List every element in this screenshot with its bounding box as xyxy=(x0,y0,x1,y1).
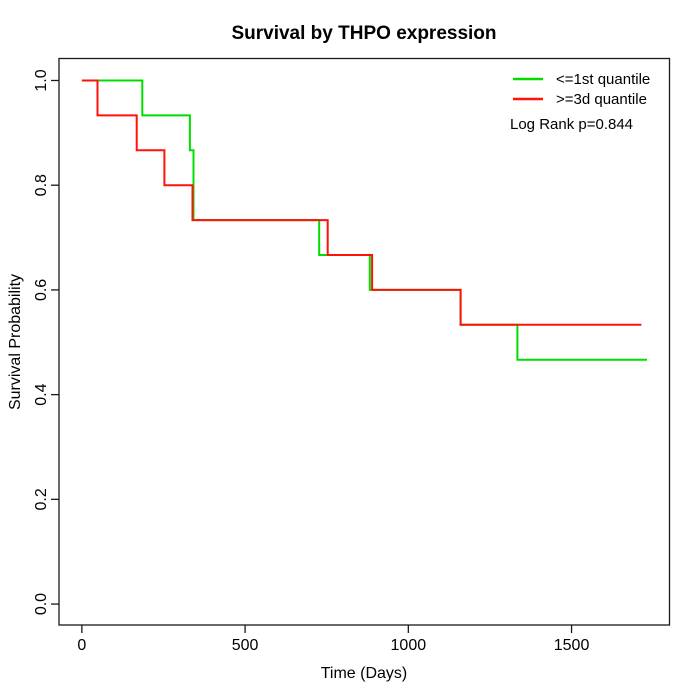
x-tick-label: 0 xyxy=(77,637,86,654)
legend-label-high: >=3d quantile xyxy=(556,91,647,108)
y-tick-label: 0.6 xyxy=(33,279,50,301)
y-axis-label: Survival Probability xyxy=(7,274,24,410)
x-tick-label: 500 xyxy=(232,637,259,654)
y-axis-ticks: 0.0 0.2 0.4 0.6 0.8 1.0 xyxy=(33,69,59,615)
y-tick-label: 0.4 xyxy=(33,383,50,405)
plot-title: Survival by THPO expression xyxy=(231,23,496,44)
x-axis-label: Time (Days) xyxy=(321,665,408,682)
plot-box xyxy=(58,57,671,626)
x-tick-label: 1500 xyxy=(554,637,590,654)
x-axis-ticks: 0 500 1000 1500 xyxy=(77,625,589,654)
legend: <=1st quantile >=3d quantile Log Rank p=… xyxy=(510,71,650,133)
log-rank-annotation: Log Rank p=0.844 xyxy=(510,116,633,133)
x-tick-label: 1000 xyxy=(391,637,427,654)
y-tick-label: 1.0 xyxy=(33,69,50,91)
y-tick-label: 0.0 xyxy=(33,593,50,615)
y-tick-label: 0.2 xyxy=(33,488,50,510)
km-curve-high-expression xyxy=(81,79,642,326)
y-tick-label: 0.8 xyxy=(33,174,50,196)
legend-label-low: <=1st quantile xyxy=(556,71,650,88)
